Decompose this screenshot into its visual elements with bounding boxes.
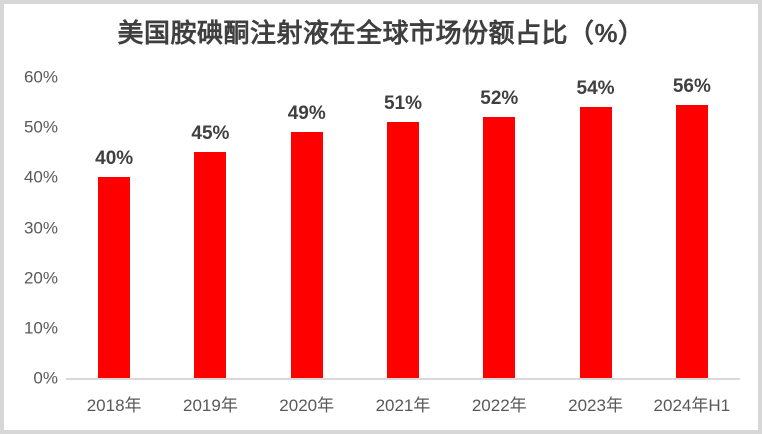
- x-axis-label: 2024年H1: [653, 396, 731, 415]
- x-axis-label: 2018年: [86, 396, 142, 415]
- bar-slot: 52%: [451, 77, 547, 378]
- bar-slot: 40%: [66, 77, 162, 378]
- bar-value-label: 51%: [383, 93, 422, 115]
- bar-value-label: 56%: [672, 76, 711, 97]
- bar: [194, 152, 227, 378]
- y-tick-label: 60%: [23, 67, 58, 87]
- x-axis-label: 2019年: [183, 396, 238, 415]
- chart-title: 美国胺碘酮注射液在全球市场份额占比（%）: [117, 18, 645, 48]
- x-axis-label: 2022年: [471, 396, 527, 415]
- bar-slot: 45%: [162, 77, 258, 378]
- x-axis-labels: 2018年 2019年 2020年 2021年 2022年 2023年 2024年H1: [66, 391, 740, 416]
- x-axis-label: 2021年: [375, 396, 431, 415]
- y-tick-label: 40%: [23, 167, 58, 187]
- y-tick-label: 50%: [23, 117, 58, 137]
- bar-value-label: 49%: [287, 103, 326, 125]
- bar-slot: 51%: [355, 77, 451, 378]
- bar: [483, 117, 516, 378]
- bar: [290, 132, 323, 378]
- x-axis-label: 2020年: [279, 396, 335, 415]
- bars-container: 40% 45% 49% 51% 52% 54% 56%: [66, 77, 740, 378]
- bar: [386, 122, 419, 378]
- bar-slot: 56%: [644, 77, 740, 378]
- bar: [675, 105, 708, 378]
- bar: [579, 107, 612, 378]
- y-tick-label: 0%: [33, 368, 58, 388]
- plot-area: 40% 45% 49% 51% 52% 54% 56%: [66, 77, 740, 380]
- bar: [98, 177, 131, 378]
- y-tick-label: 30%: [23, 218, 58, 237]
- y-tick-label: 10%: [23, 318, 58, 338]
- bar-value-label: 52%: [480, 88, 519, 110]
- bar-value-label: 45%: [191, 123, 230, 145]
- bar-value-label: 54%: [576, 78, 615, 100]
- x-axis-label: 2023年: [568, 396, 623, 415]
- y-tick-label: 20%: [23, 268, 58, 288]
- bar-slot: 49%: [259, 77, 355, 378]
- y-axis: 0% 10% 20% 30% 40% 50% 60%: [4, 69, 58, 387]
- bar-slot: 54%: [547, 77, 643, 378]
- bar-value-label: 40%: [95, 148, 134, 170]
